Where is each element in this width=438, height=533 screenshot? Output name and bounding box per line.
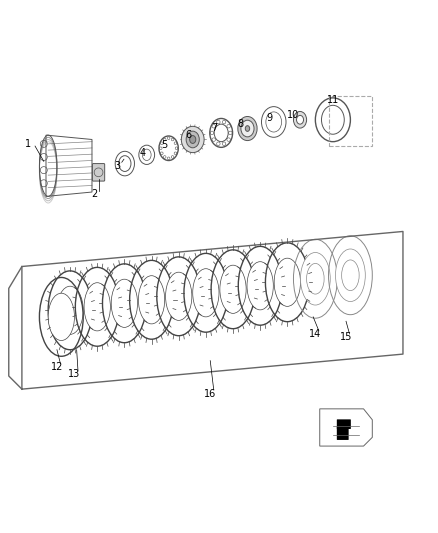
Ellipse shape: [190, 135, 196, 143]
Ellipse shape: [241, 120, 254, 137]
Text: 2: 2: [91, 189, 97, 199]
Text: 11: 11: [327, 95, 339, 105]
Text: 1: 1: [25, 139, 32, 149]
Ellipse shape: [274, 258, 300, 306]
Text: 16: 16: [204, 389, 216, 399]
Ellipse shape: [166, 272, 192, 320]
Ellipse shape: [138, 276, 165, 324]
Text: 5: 5: [161, 140, 167, 150]
Ellipse shape: [186, 131, 199, 148]
FancyBboxPatch shape: [92, 164, 105, 181]
Ellipse shape: [84, 282, 110, 331]
Text: 8: 8: [238, 119, 244, 128]
Text: 15: 15: [340, 333, 352, 343]
Text: 13: 13: [68, 369, 81, 379]
Ellipse shape: [336, 249, 365, 302]
Ellipse shape: [193, 269, 219, 317]
Text: 9: 9: [266, 112, 272, 123]
Text: 3: 3: [114, 161, 120, 171]
Ellipse shape: [245, 126, 250, 131]
FancyBboxPatch shape: [337, 427, 349, 440]
Text: 6: 6: [185, 130, 191, 140]
Text: 7: 7: [212, 123, 218, 133]
Text: 14: 14: [309, 329, 321, 340]
Ellipse shape: [111, 279, 138, 327]
Ellipse shape: [300, 253, 330, 305]
Ellipse shape: [247, 262, 273, 310]
FancyBboxPatch shape: [337, 419, 351, 429]
Ellipse shape: [238, 117, 257, 141]
Text: 4: 4: [139, 148, 145, 158]
Ellipse shape: [48, 293, 74, 341]
Ellipse shape: [297, 115, 304, 124]
Text: 12: 12: [51, 362, 63, 372]
Text: 10: 10: [287, 110, 300, 120]
Ellipse shape: [293, 111, 307, 128]
Ellipse shape: [57, 286, 83, 334]
Ellipse shape: [181, 126, 204, 152]
Ellipse shape: [220, 265, 246, 313]
